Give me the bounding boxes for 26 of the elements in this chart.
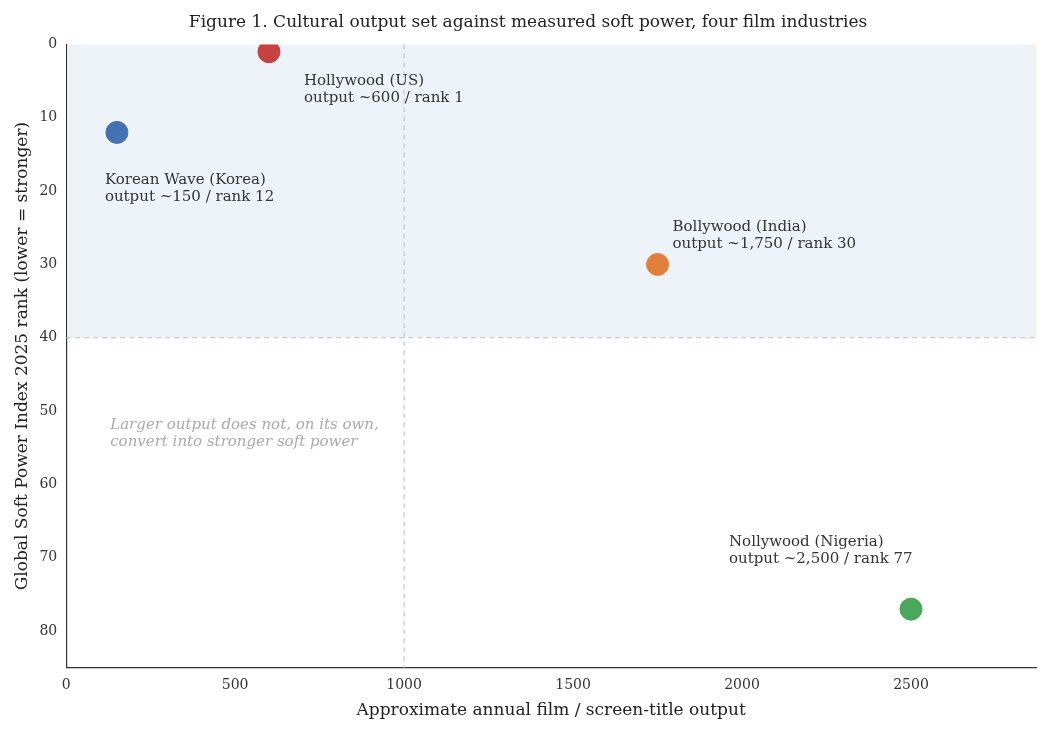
x-tick-label: 0: [61, 675, 71, 692]
y-tick-label: 80: [39, 621, 58, 638]
annotation: Larger output does not, on its own, convert into stronger soft power: [109, 414, 379, 450]
x-tick-label: 2500: [893, 675, 929, 692]
point: [899, 597, 923, 621]
y-axis-title: Global Soft Power Index 2025 rank (lower = stronger): [10, 121, 31, 591]
x-tick-label: 500: [221, 675, 249, 692]
x-tick-label: 2000: [724, 675, 760, 692]
y-tick-label: 60: [39, 475, 58, 492]
annotation: Bollywood (India) output ~1,750 / rank 30: [672, 216, 857, 252]
y-tick-label: 10: [39, 108, 58, 125]
annotation: Hollywood (US) output ~600 / rank 1: [303, 71, 464, 107]
chart-title: Figure 1. Cultural output set against measured soft power, four film industries: [188, 10, 868, 31]
x-axis-title: Approximate annual film / screen-title output: [355, 699, 746, 720]
y-tick-label: 0: [48, 35, 58, 52]
point: [646, 252, 670, 276]
y-tick-label: 20: [39, 181, 58, 198]
annotation: Nollywood (Nigeria) output ~2,500 / rank 77: [728, 531, 913, 567]
x-tick-label: 1500: [555, 675, 591, 692]
point: [105, 120, 129, 144]
y-tick-label: 40: [39, 328, 58, 345]
y-tick-label: 30: [39, 255, 58, 272]
y-tick-label: 50: [39, 401, 58, 418]
x-tick-label: 1000: [386, 675, 422, 692]
y-tick-label: 70: [39, 548, 58, 565]
annotation: Korean Wave (Korea) output ~150 / rank 12: [104, 169, 275, 205]
